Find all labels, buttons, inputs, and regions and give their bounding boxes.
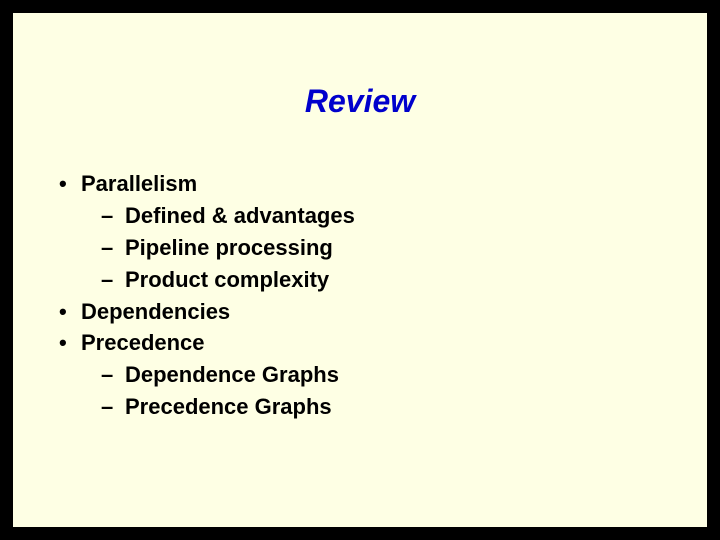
slide-body: Parallelism Defined & advantages Pipelin… (53, 168, 667, 423)
bullet-item: Precedence Graphs (53, 391, 667, 423)
bullet-item: Precedence (53, 327, 667, 359)
bullet-item: Defined & advantages (53, 200, 667, 232)
bullet-item: Pipeline processing (53, 232, 667, 264)
bullet-item: Parallelism (53, 168, 667, 200)
slide-frame: Review Parallelism Defined & advantages … (10, 10, 710, 530)
bullet-item: Product complexity (53, 264, 667, 296)
bullet-item: Dependence Graphs (53, 359, 667, 391)
slide-title: Review (53, 83, 667, 120)
bullet-item: Dependencies (53, 296, 667, 328)
